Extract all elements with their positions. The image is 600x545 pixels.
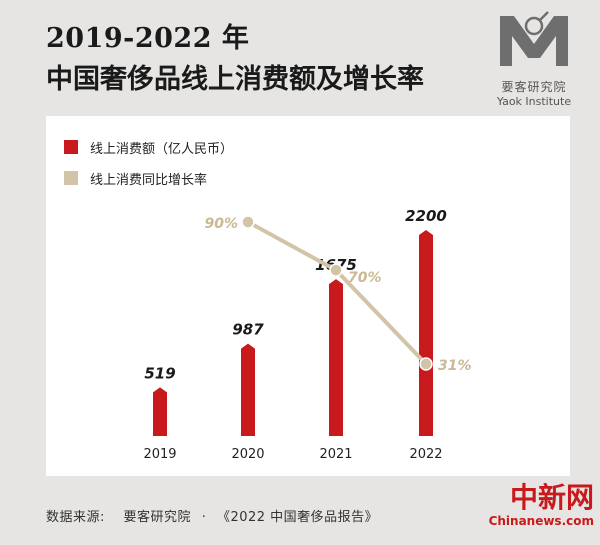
x-tick-label-2019: 2019 — [143, 447, 176, 462]
legend: 线上消费额（亿人民币） 线上消费同比增长率 — [64, 138, 233, 200]
watermark-cn: 中新网 — [509, 481, 594, 514]
logo-name-cn: 要客研究院 — [501, 80, 567, 94]
data-source: 数据来源: 要客研究院 · 《2022 中国奢侈品报告》 — [46, 506, 378, 525]
chinanews-watermark: 中新网 Chinanews.com — [470, 481, 594, 529]
rate-point-2021 — [329, 263, 343, 277]
yaok-logo: 要客研究院 Yaok Institute — [484, 10, 584, 108]
chart-title: 中国奢侈品线上消费额及增长率 — [46, 64, 424, 95]
title-block: 2019-2022 年 中国奢侈品线上消费额及增长率 — [46, 22, 424, 98]
watermark-en: Chinanews.com — [488, 514, 594, 528]
logo-name-en: Yaok Institute — [496, 95, 572, 108]
legend-label-rate: 线上消费同比增长率 — [90, 172, 208, 188]
rate-label-2020: 90% — [204, 216, 238, 232]
x-tick-label-2021: 2021 — [319, 447, 352, 462]
x-tick-label-2020: 2020 — [231, 447, 264, 462]
source-org: 要客研究院 — [123, 510, 192, 525]
chart-card: 线上消费额（亿人民币） 线上消费同比增长率 519201998720201675… — [46, 116, 570, 476]
legend-swatch-rate — [64, 171, 78, 185]
bar-value-label-2020: 987 — [232, 321, 264, 339]
rate-point-2020 — [241, 215, 255, 229]
bar-2021 — [329, 279, 343, 436]
bar-2022 — [419, 230, 433, 436]
source-label: 数据来源: — [46, 510, 105, 525]
rate-label-2022: 31% — [438, 358, 472, 374]
source-separator: · — [201, 510, 207, 525]
bar-value-label-2022: 2200 — [405, 207, 447, 225]
chart-plot: 51920199872020167520212200202290%70%31% — [143, 207, 472, 462]
bar-2020 — [241, 343, 255, 436]
legend-item-amount: 线上消费额（亿人民币） — [64, 138, 234, 157]
rate-label-2021: 70% — [348, 270, 382, 286]
legend-label-amount: 线上消费额（亿人民币） — [90, 141, 234, 157]
rate-point-2022 — [419, 357, 433, 371]
source-report: 《2022 中国奢侈品报告》 — [216, 510, 379, 525]
legend-swatch-amount — [64, 140, 78, 154]
chart-title-year: 2019-2022 年 — [46, 23, 250, 54]
yaok-logo-icon — [500, 11, 568, 66]
legend-item-rate: 线上消费同比增长率 — [64, 169, 233, 188]
x-tick-label-2022: 2022 — [409, 447, 442, 462]
bar-2019 — [153, 387, 167, 436]
bar-value-label-2019: 519 — [144, 364, 175, 382]
